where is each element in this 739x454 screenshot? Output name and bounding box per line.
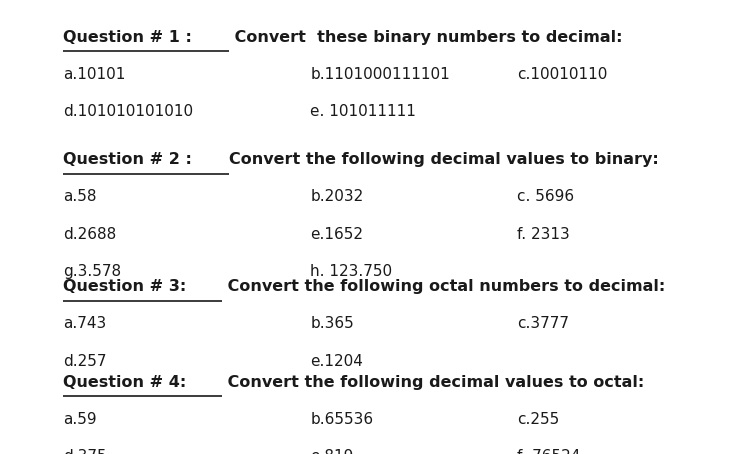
Text: Question # 1 :: Question # 1 : [63,30,191,44]
Text: Convert  these binary numbers to decimal:: Convert these binary numbers to decimal: [229,30,622,44]
Text: d.101010101010: d.101010101010 [63,104,193,119]
Text: c.10010110: c.10010110 [517,67,607,82]
Text: b.365: b.365 [310,316,354,331]
Text: a.58: a.58 [63,189,96,204]
Text: h. 123.750: h. 123.750 [310,264,392,279]
Text: f .76524: f .76524 [517,449,581,454]
Text: Convert the following decimal values to binary:: Convert the following decimal values to … [229,152,659,167]
Text: a.59: a.59 [63,412,97,427]
Text: a.743: a.743 [63,316,106,331]
Text: d.257: d.257 [63,354,106,369]
Text: Convert the following octal numbers to decimal:: Convert the following octal numbers to d… [222,279,665,294]
Text: g.3.578: g.3.578 [63,264,121,279]
Text: Question # 4:: Question # 4: [63,375,186,390]
Text: b.2032: b.2032 [310,189,364,204]
Text: e.819: e.819 [310,449,354,454]
Text: f. 2313: f. 2313 [517,227,570,242]
Text: b.65536: b.65536 [310,412,373,427]
Text: Question # 3:: Question # 3: [63,279,186,294]
Text: d.2688: d.2688 [63,227,116,242]
Text: a.10101: a.10101 [63,67,125,82]
Text: Question # 2 :: Question # 2 : [63,152,191,167]
Text: c.3777: c.3777 [517,316,569,331]
Text: c.255: c.255 [517,412,559,427]
Text: e. 101011111: e. 101011111 [310,104,416,119]
Text: b.1101000111101: b.1101000111101 [310,67,450,82]
Text: c. 5696: c. 5696 [517,189,574,204]
Text: e.1204: e.1204 [310,354,364,369]
Text: Convert the following decimal values to octal:: Convert the following decimal values to … [222,375,644,390]
Text: d.375: d.375 [63,449,106,454]
Text: e.1652: e.1652 [310,227,364,242]
